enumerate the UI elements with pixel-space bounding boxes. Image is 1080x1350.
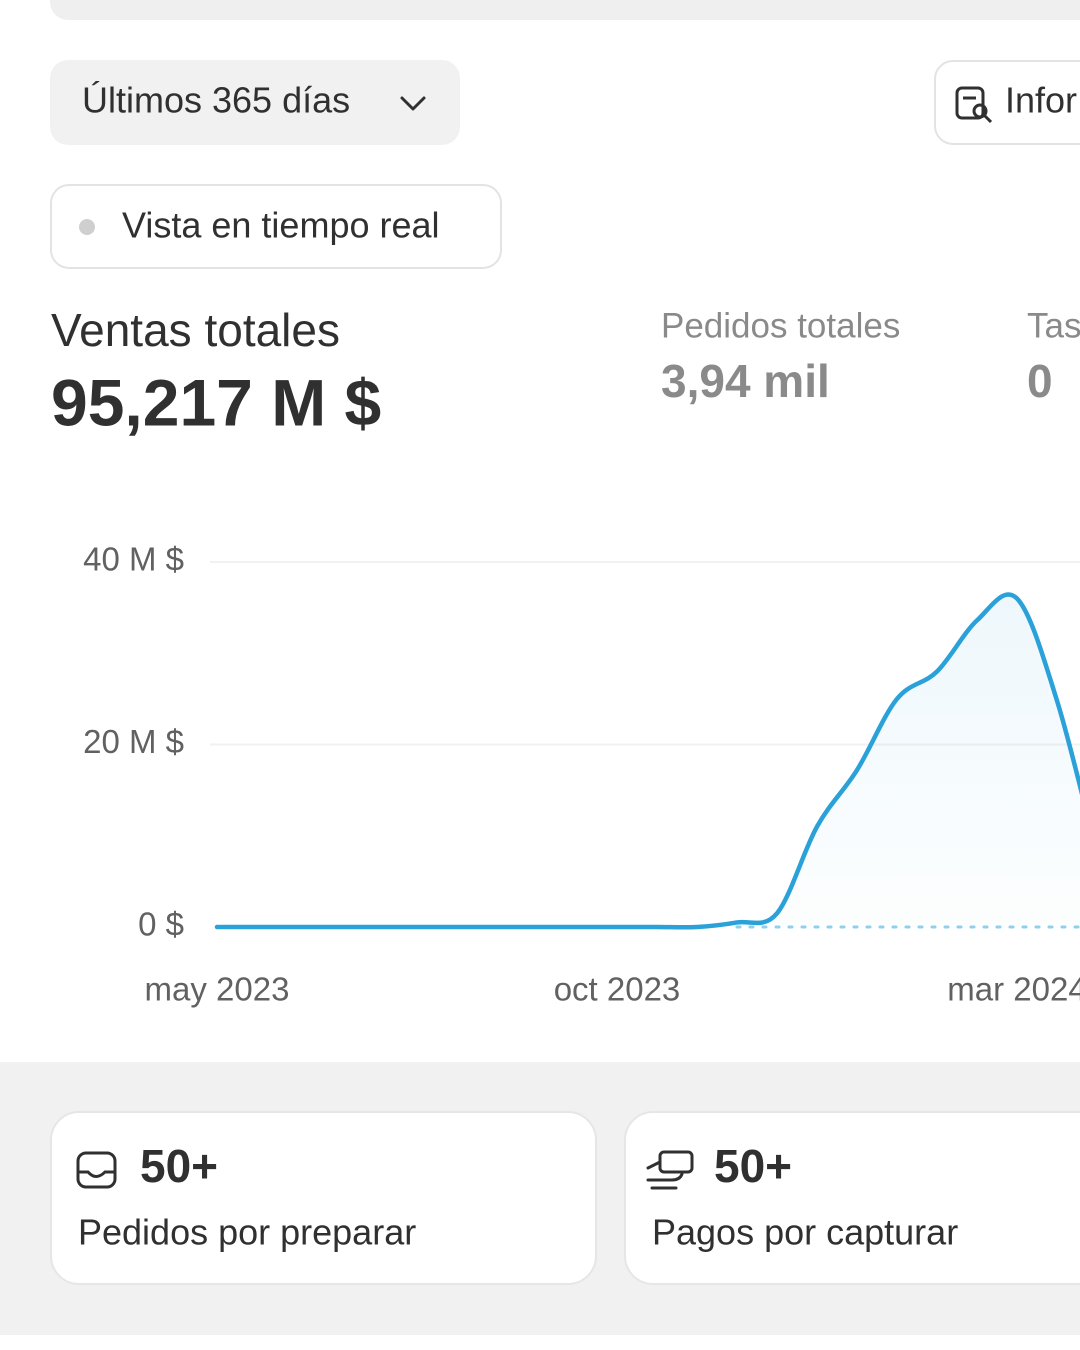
metric-value: 0 <box>1027 355 1053 407</box>
card-value: 50+ <box>714 1140 792 1192</box>
y-tick-label: 0 $ <box>138 906 184 943</box>
metric-label: Pedidos totales <box>661 306 900 345</box>
y-tick-label: 40 M $ <box>83 541 184 578</box>
area <box>217 594 1080 928</box>
status-dot <box>79 219 95 235</box>
card[interactable] <box>624 1111 1080 1285</box>
filter-button[interactable] <box>50 60 460 145</box>
card[interactable] <box>50 1111 597 1285</box>
metric-value: 3,94 mil <box>661 355 830 407</box>
metric-value: 95,217 M $ <box>51 365 381 439</box>
chevron-icon <box>400 96 426 111</box>
inbox-icon <box>76 1151 117 1189</box>
filter-label: Últimos 365 días <box>82 80 350 121</box>
report-icon <box>955 86 993 124</box>
x-tick-label: may 2023 <box>145 971 290 1008</box>
card-value: 50+ <box>140 1140 218 1192</box>
report-label: Infor <box>1005 80 1077 121</box>
card-label: Pagos por capturar <box>652 1212 958 1253</box>
payment-icon <box>646 1150 694 1190</box>
metric-label: Ventas totales <box>51 304 340 356</box>
top-strip <box>50 0 1080 20</box>
report-button[interactable] <box>934 60 1080 145</box>
realtime-button[interactable] <box>50 184 502 269</box>
card-label: Pedidos por preparar <box>78 1212 416 1253</box>
chart: 0 $ 20 M $ 40 M $ may 2023 oct 2023 mar 2024 <box>83 541 1080 1008</box>
x-tick-label: mar 2024 <box>947 971 1080 1008</box>
realtime-label: Vista en tiempo real <box>122 205 440 246</box>
line <box>214 592 1080 930</box>
metric-label: Tas <box>1027 306 1080 345</box>
y-tick-label: 20 M $ <box>83 723 184 760</box>
x-tick-label: oct 2023 <box>554 971 681 1008</box>
